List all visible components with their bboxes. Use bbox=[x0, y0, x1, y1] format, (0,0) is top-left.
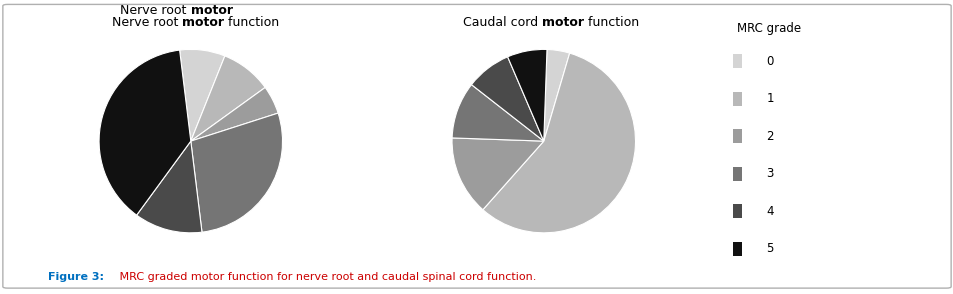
Wedge shape bbox=[471, 57, 543, 141]
Text: MRC graded motor function for nerve root and caudal spinal cord function.: MRC graded motor function for nerve root… bbox=[116, 272, 537, 282]
Text: 1: 1 bbox=[765, 92, 773, 105]
Text: Nerve root: Nerve root bbox=[120, 4, 191, 17]
Bar bbox=[732, 54, 740, 69]
Text: motor: motor bbox=[542, 16, 584, 29]
Bar bbox=[732, 129, 740, 143]
Bar bbox=[732, 92, 740, 106]
Wedge shape bbox=[179, 49, 225, 141]
Text: 5: 5 bbox=[765, 242, 773, 255]
Wedge shape bbox=[99, 50, 191, 215]
Wedge shape bbox=[191, 113, 282, 232]
Bar bbox=[732, 242, 740, 256]
Bar bbox=[732, 204, 740, 218]
Text: motor: motor bbox=[191, 4, 233, 17]
Text: 4: 4 bbox=[765, 205, 773, 218]
Text: motor: motor bbox=[182, 16, 224, 29]
Text: function: function bbox=[584, 16, 639, 29]
Wedge shape bbox=[507, 49, 546, 141]
Wedge shape bbox=[482, 53, 635, 233]
Wedge shape bbox=[452, 138, 543, 210]
Bar bbox=[732, 167, 740, 181]
Text: 3: 3 bbox=[765, 167, 773, 180]
Wedge shape bbox=[191, 87, 278, 141]
Wedge shape bbox=[452, 85, 543, 141]
Text: Caudal cord: Caudal cord bbox=[463, 16, 542, 29]
Text: Figure 3:: Figure 3: bbox=[48, 272, 104, 282]
Wedge shape bbox=[136, 141, 202, 233]
Text: 0: 0 bbox=[765, 55, 773, 68]
Text: function: function bbox=[224, 16, 279, 29]
Text: 2: 2 bbox=[765, 130, 773, 143]
Text: MRC grade: MRC grade bbox=[737, 22, 801, 36]
Wedge shape bbox=[543, 49, 569, 141]
Text: Nerve root: Nerve root bbox=[112, 16, 182, 29]
Wedge shape bbox=[191, 56, 265, 141]
